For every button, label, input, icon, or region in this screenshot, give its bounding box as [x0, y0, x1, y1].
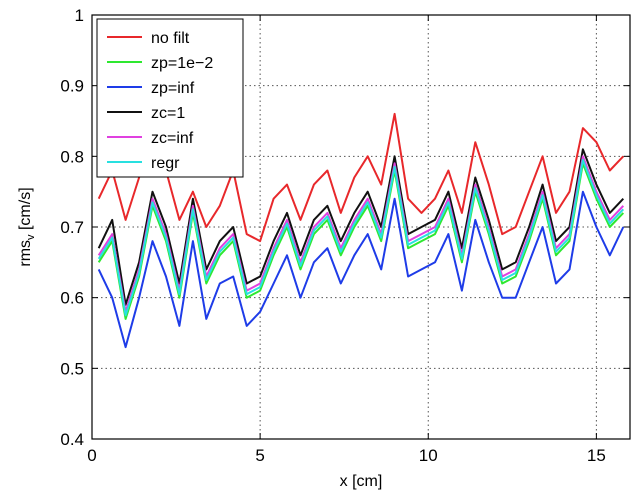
series-lines	[97, 49, 625, 349]
y-axis-label-unit: [cm/s]	[17, 187, 34, 234]
y-tick-label: 0.4	[60, 430, 84, 449]
y-axis-label: rmsv [cm/s]	[17, 187, 37, 266]
series-line	[97, 148, 625, 306]
legend-box	[96, 18, 244, 178]
legend-entry-label: zp=inf	[151, 80, 195, 97]
y-axis-label-main: rms	[17, 240, 34, 267]
x-tick-label: 10	[419, 446, 438, 465]
y-tick-label: 1	[75, 6, 84, 25]
y-tick-label: 0.9	[60, 77, 84, 96]
series-line	[97, 190, 625, 349]
x-tick-label: 0	[87, 446, 96, 465]
series-line	[97, 158, 625, 317]
x-tick-label: 5	[255, 446, 264, 465]
legend-entry-label: zp=1e−2	[151, 55, 213, 72]
legend-entry-label: no filt	[151, 30, 190, 47]
y-tick-label: 0.6	[60, 289, 84, 308]
x-axis-label: x [cm]	[340, 473, 383, 490]
y-tick-label: 0.7	[60, 218, 84, 237]
legend-entry-label: zc=1	[151, 105, 185, 122]
legend-entry-label: regr	[151, 155, 180, 172]
y-tick-label: 0.8	[60, 147, 84, 166]
series-line	[97, 49, 625, 243]
axis-ticks: 0 5 10 15 0.4 0.5 0.6 0.7 0.8 0.9 1	[60, 6, 630, 465]
x-tick-label: 15	[587, 446, 606, 465]
y-axis-label-subscript: v	[25, 234, 37, 240]
legend: no filt zp=1e−2 zp=inf zc=1 zc=inf regr	[96, 18, 244, 178]
legend-entry-label: zc=inf	[151, 130, 194, 147]
y-tick-label: 0.5	[60, 359, 84, 378]
series-line	[97, 162, 625, 320]
